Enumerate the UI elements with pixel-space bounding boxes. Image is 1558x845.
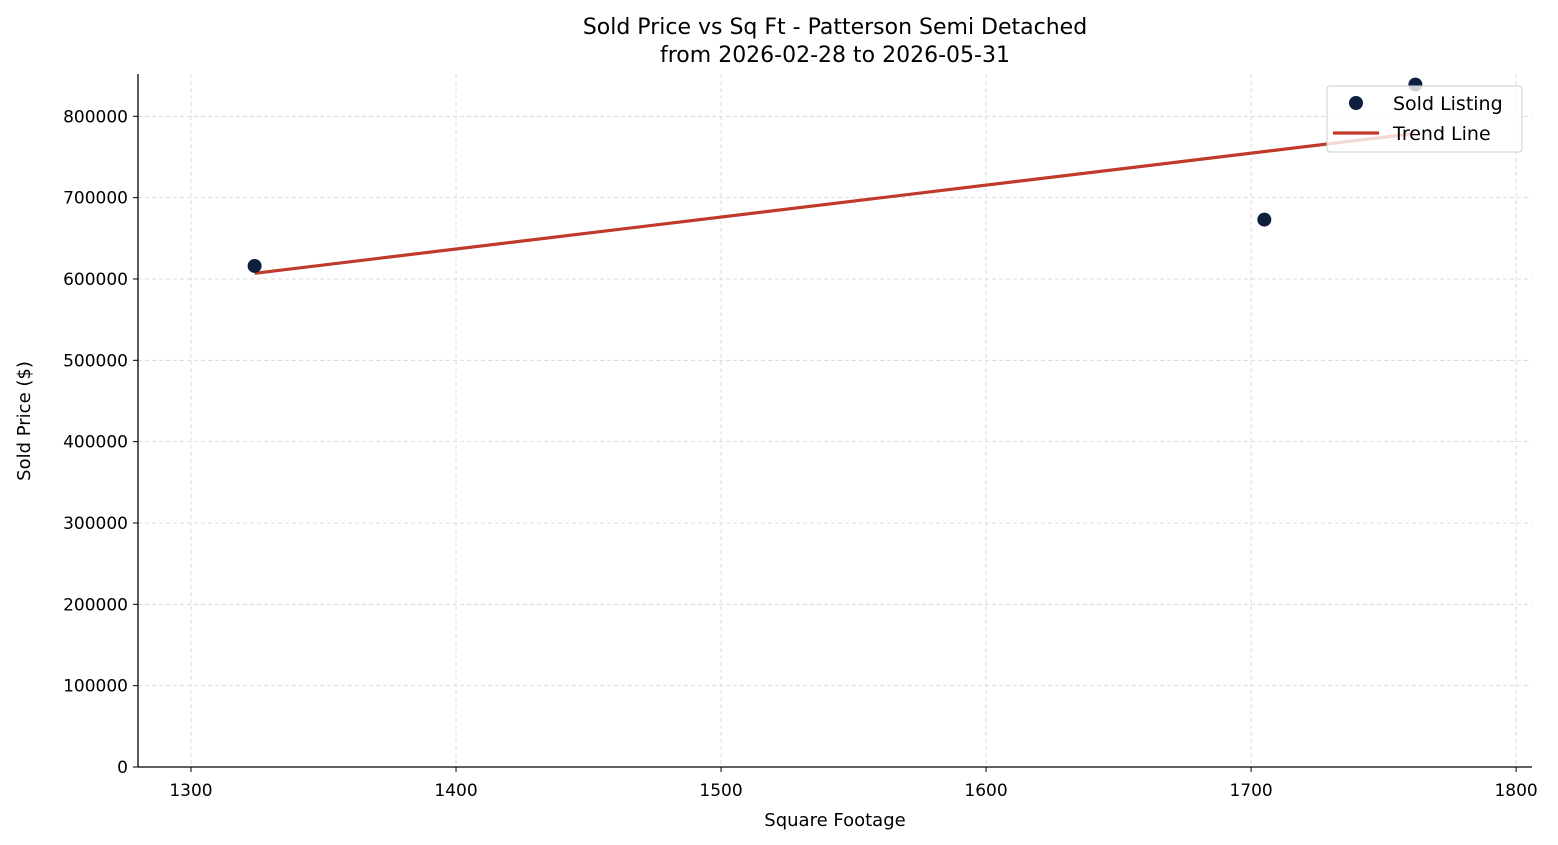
legend-box xyxy=(1326,85,1523,153)
plot-area xyxy=(247,77,1423,275)
legend-label: Sold Listing xyxy=(1393,93,1503,115)
x-tick-label: 1400 xyxy=(434,781,477,801)
scatter-point xyxy=(1257,212,1272,227)
axes xyxy=(137,74,1532,768)
y-tick-label: 200000 xyxy=(63,595,128,615)
x-tick-label: 1800 xyxy=(1494,781,1537,801)
y-tick-label: 700000 xyxy=(63,189,128,209)
legend-label: Trend Line xyxy=(1392,123,1491,145)
chart-title-line2: from 2026-02-28 to 2026-05-31 xyxy=(660,43,1010,68)
chart-title-line1: Sold Price vs Sq Ft - Patterson Semi Det… xyxy=(583,15,1087,40)
grid xyxy=(138,74,1532,767)
trend-line xyxy=(254,131,1416,275)
y-tick-label: 0 xyxy=(117,758,128,778)
y-tick-label: 300000 xyxy=(63,514,128,534)
y-tick-label: 100000 xyxy=(63,677,128,697)
legend: Sold Listing Trend Line xyxy=(1326,85,1523,153)
y-tick-label: 400000 xyxy=(63,433,128,453)
x-axis-label: Square Footage xyxy=(764,810,905,831)
scatter-point xyxy=(247,258,262,273)
y-axis-label: Sold Price ($) xyxy=(14,361,35,481)
y-tick-label: 800000 xyxy=(63,107,128,127)
x-tick-label: 1500 xyxy=(699,781,742,801)
x-tick-label: 1600 xyxy=(964,781,1007,801)
x-tick-label: 1700 xyxy=(1229,781,1272,801)
y-tick-label: 500000 xyxy=(63,351,128,371)
y-tick-label: 600000 xyxy=(63,270,128,290)
legend-marker-sold-listing xyxy=(1349,96,1363,110)
ticks: 1300 1400 1500 1600 1700 1800 0 100000 200000 300… xyxy=(63,107,1538,801)
x-tick-label: 1300 xyxy=(169,781,212,801)
